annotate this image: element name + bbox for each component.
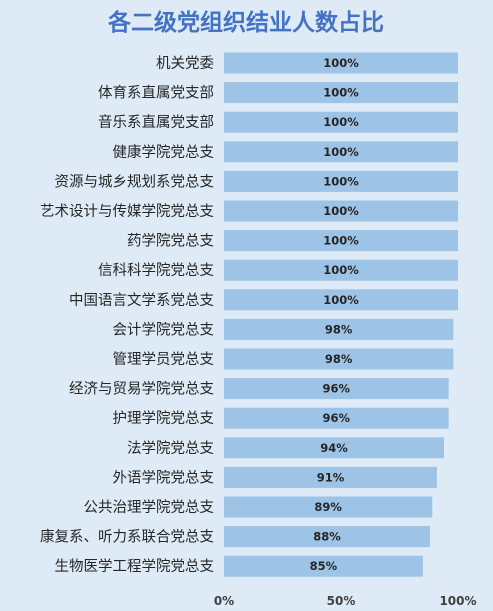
data-label: 94%	[320, 441, 348, 455]
category-label: 护理学院党总支	[113, 410, 215, 427]
category-label: 外语学院党总支	[113, 469, 215, 486]
category-label: 音乐系直属党支部	[98, 114, 214, 131]
category-label: 法学院党总支	[127, 440, 214, 457]
data-label: 100%	[323, 234, 359, 248]
data-label: 89%	[314, 500, 342, 514]
x-tick-label: 100%	[439, 594, 476, 608]
data-label: 100%	[323, 56, 359, 70]
data-label: 91%	[317, 470, 345, 484]
bar	[224, 466, 437, 488]
bar	[224, 318, 454, 340]
bar	[224, 141, 458, 163]
bar	[224, 259, 458, 281]
bars	[224, 52, 458, 577]
bar	[224, 289, 458, 311]
category-label: 会计学院党总支	[113, 321, 215, 338]
category-label: 健康学院党总支	[113, 144, 215, 161]
category-label: 中国语言文学系党总支	[69, 292, 214, 309]
bar	[224, 555, 423, 577]
bar	[224, 82, 458, 104]
category-label: 经济与贸易学院党总支	[69, 381, 214, 398]
data-label: 100%	[323, 86, 359, 100]
bar	[224, 378, 449, 400]
bar	[224, 200, 458, 222]
data-label: 100%	[323, 115, 359, 129]
category-label: 康复系、听力系联合党总支	[40, 528, 214, 546]
category-label: 机关党委	[156, 55, 214, 72]
data-label: 100%	[323, 204, 359, 218]
data-label: 88%	[313, 530, 341, 544]
category-label: 生物医学工程学院党总支	[55, 558, 215, 575]
bar	[224, 437, 444, 459]
bar	[224, 526, 430, 548]
x-tick-label: 0%	[214, 594, 234, 608]
bar	[224, 496, 433, 518]
bar	[224, 170, 458, 192]
bar	[224, 348, 454, 370]
category-label: 体育系直属党支部	[98, 85, 214, 102]
x-tick-label: 50%	[327, 594, 356, 608]
chart-title: 各二级党组织结业人数占比	[107, 9, 384, 36]
data-label: 100%	[323, 145, 359, 159]
bar	[224, 111, 458, 133]
category-label: 药学院党总支	[127, 233, 214, 250]
data-labels: 100% 100% 100% 100% 100% 100% 100% 100% 100% 98% 9…	[310, 56, 360, 573]
category-label: 资源与城乡规划系党总支	[55, 173, 215, 190]
category-label: 艺术设计与传媒学院党总支	[40, 203, 214, 220]
bar	[224, 52, 458, 74]
x-axis-ticks: 0% 50% 100%	[214, 594, 477, 608]
bar	[224, 407, 449, 429]
data-label: 100%	[323, 293, 359, 307]
category-label: 信科科学院党总支	[98, 262, 214, 279]
category-label: 公共治理学院党总支	[84, 499, 215, 516]
bar	[224, 230, 458, 252]
data-label: 85%	[310, 559, 338, 573]
data-label: 96%	[323, 411, 351, 425]
data-label: 100%	[323, 174, 359, 188]
data-label: 96%	[323, 382, 351, 396]
category-labels: 机关党委体育系直属党支部音乐系直属党支部健康学院党总支资源与城乡规划系党总支艺术…	[40, 55, 214, 575]
category-label: 管理学员党总支	[113, 351, 215, 368]
data-label: 100%	[323, 263, 359, 277]
data-label: 98%	[325, 352, 353, 366]
data-label: 98%	[325, 322, 353, 336]
